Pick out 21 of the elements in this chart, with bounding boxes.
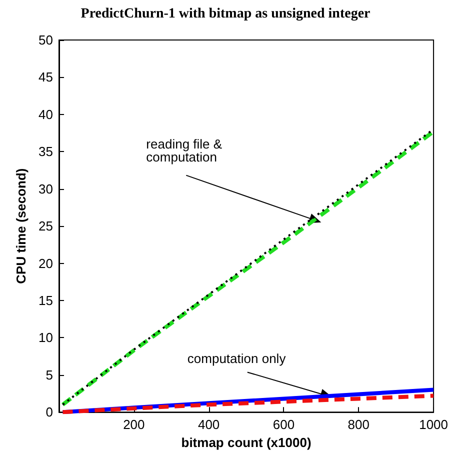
y-tick-label: 10 [38,330,53,346]
x-tick-label: 1000 [419,417,448,432]
annotation: reading file & computation [146,136,226,164]
y-tick-label: 40 [38,106,53,122]
annotation: computation only [187,351,286,366]
x-tick-label: 800 [348,417,370,432]
y-tick-label: 50 [38,32,53,48]
y-tick-label: 35 [38,144,53,160]
chart-title: PredictChurn-1 with bitmap as unsigned integer [80,6,370,22]
y-axis-title: CPU time (second) [14,168,29,284]
y-tick-label: 15 [38,292,53,308]
y-tick-label: 30 [38,181,53,196]
x-tick-label: 600 [272,417,295,432]
y-tick-label: 25 [38,218,53,234]
y-tick-label: 5 [46,367,53,382]
x-tick-label: 400 [198,417,220,432]
y-tick-label: 0 [46,404,53,420]
y-tick-label: 20 [38,256,53,271]
x-tick-label: 200 [123,417,145,432]
x-axis-title: bitmap count (x1000) [181,435,312,450]
y-tick-label: 45 [38,70,53,85]
